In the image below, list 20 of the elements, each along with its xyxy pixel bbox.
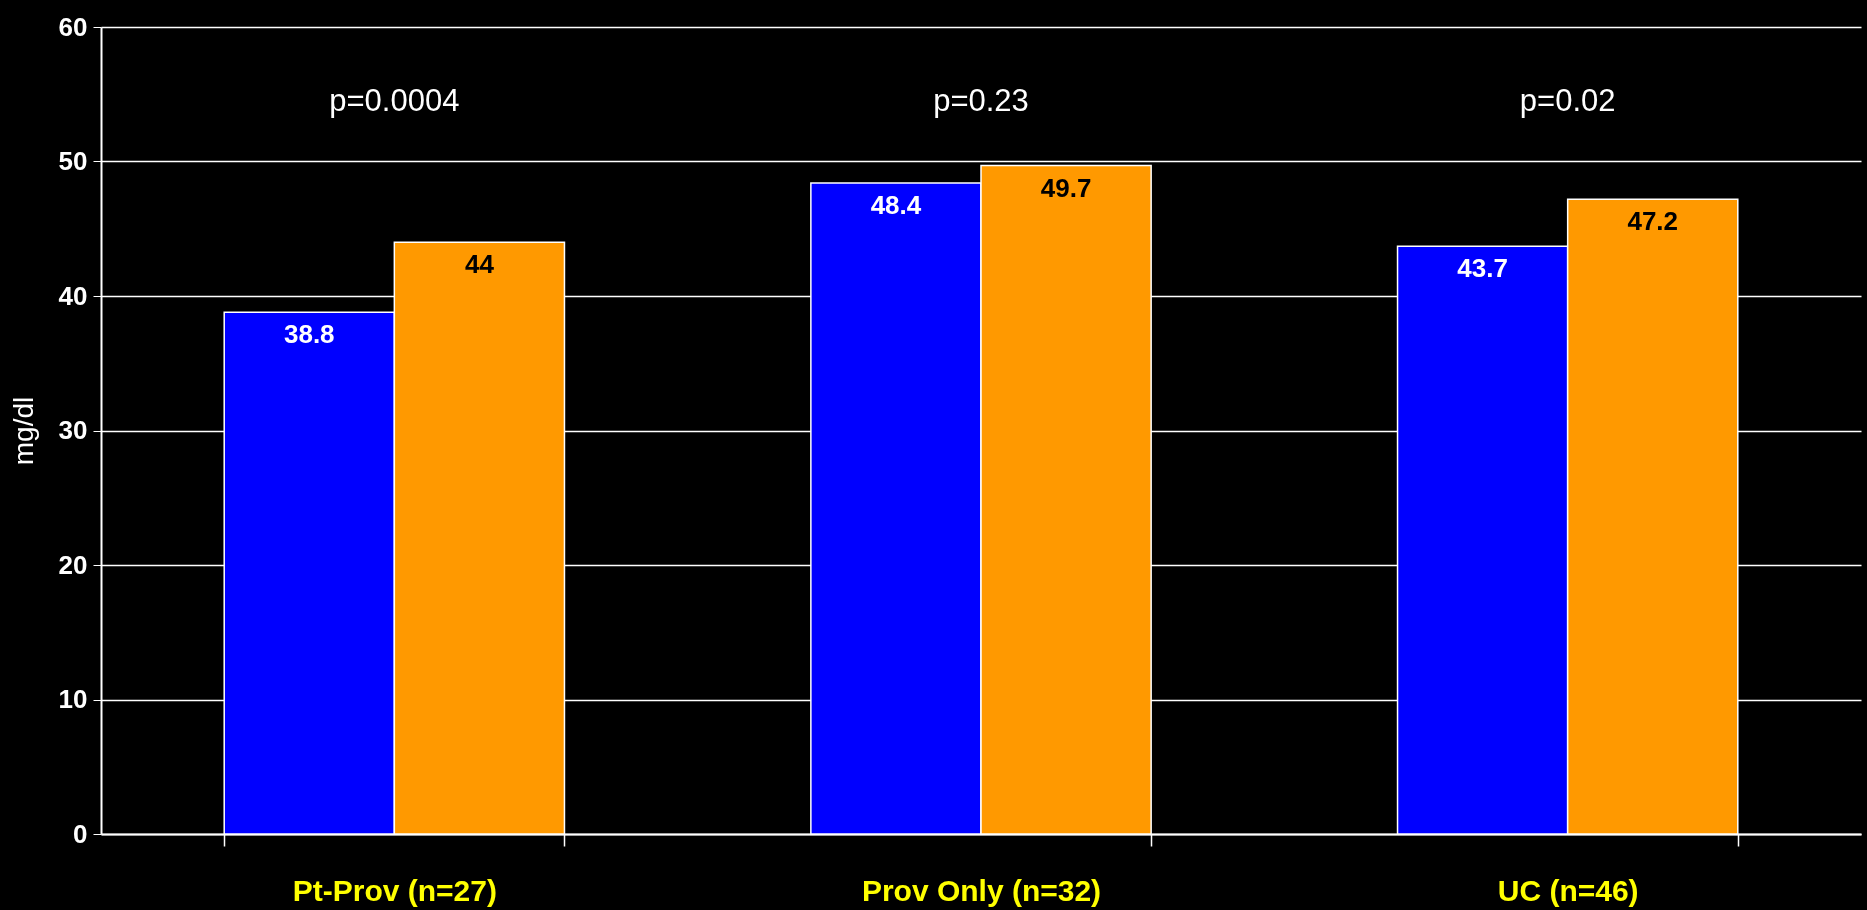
x-tick-label: Prov Only (n=32)	[861, 873, 1102, 907]
y-tick-label: 0	[73, 818, 88, 849]
y-tick-label: 30	[58, 415, 88, 445]
annotation: p=0.23	[933, 83, 1029, 118]
data-label: 47.2	[1627, 206, 1679, 237]
data-label: 49.7	[1040, 172, 1092, 203]
data-label: 43.7	[1457, 253, 1508, 284]
x-tick-label: UC (n=46)	[1497, 873, 1639, 907]
annotation: p=0.0004	[329, 83, 460, 118]
y-axis-title: mg/dl	[7, 396, 39, 466]
y-tick-label: 10	[58, 684, 88, 714]
y-tick-label: 20	[58, 549, 88, 580]
annotation: p=0.02	[1519, 83, 1616, 118]
y-tick-label: 50	[58, 146, 88, 176]
data-label: 38.8	[283, 319, 335, 350]
x-tick-label: Pt-Prov (n=27)	[292, 873, 497, 907]
y-tick-label: 60	[58, 11, 88, 42]
y-tick-label: 40	[58, 280, 88, 311]
data-label: 48.4	[870, 190, 922, 221]
data-label: 44	[464, 249, 495, 280]
